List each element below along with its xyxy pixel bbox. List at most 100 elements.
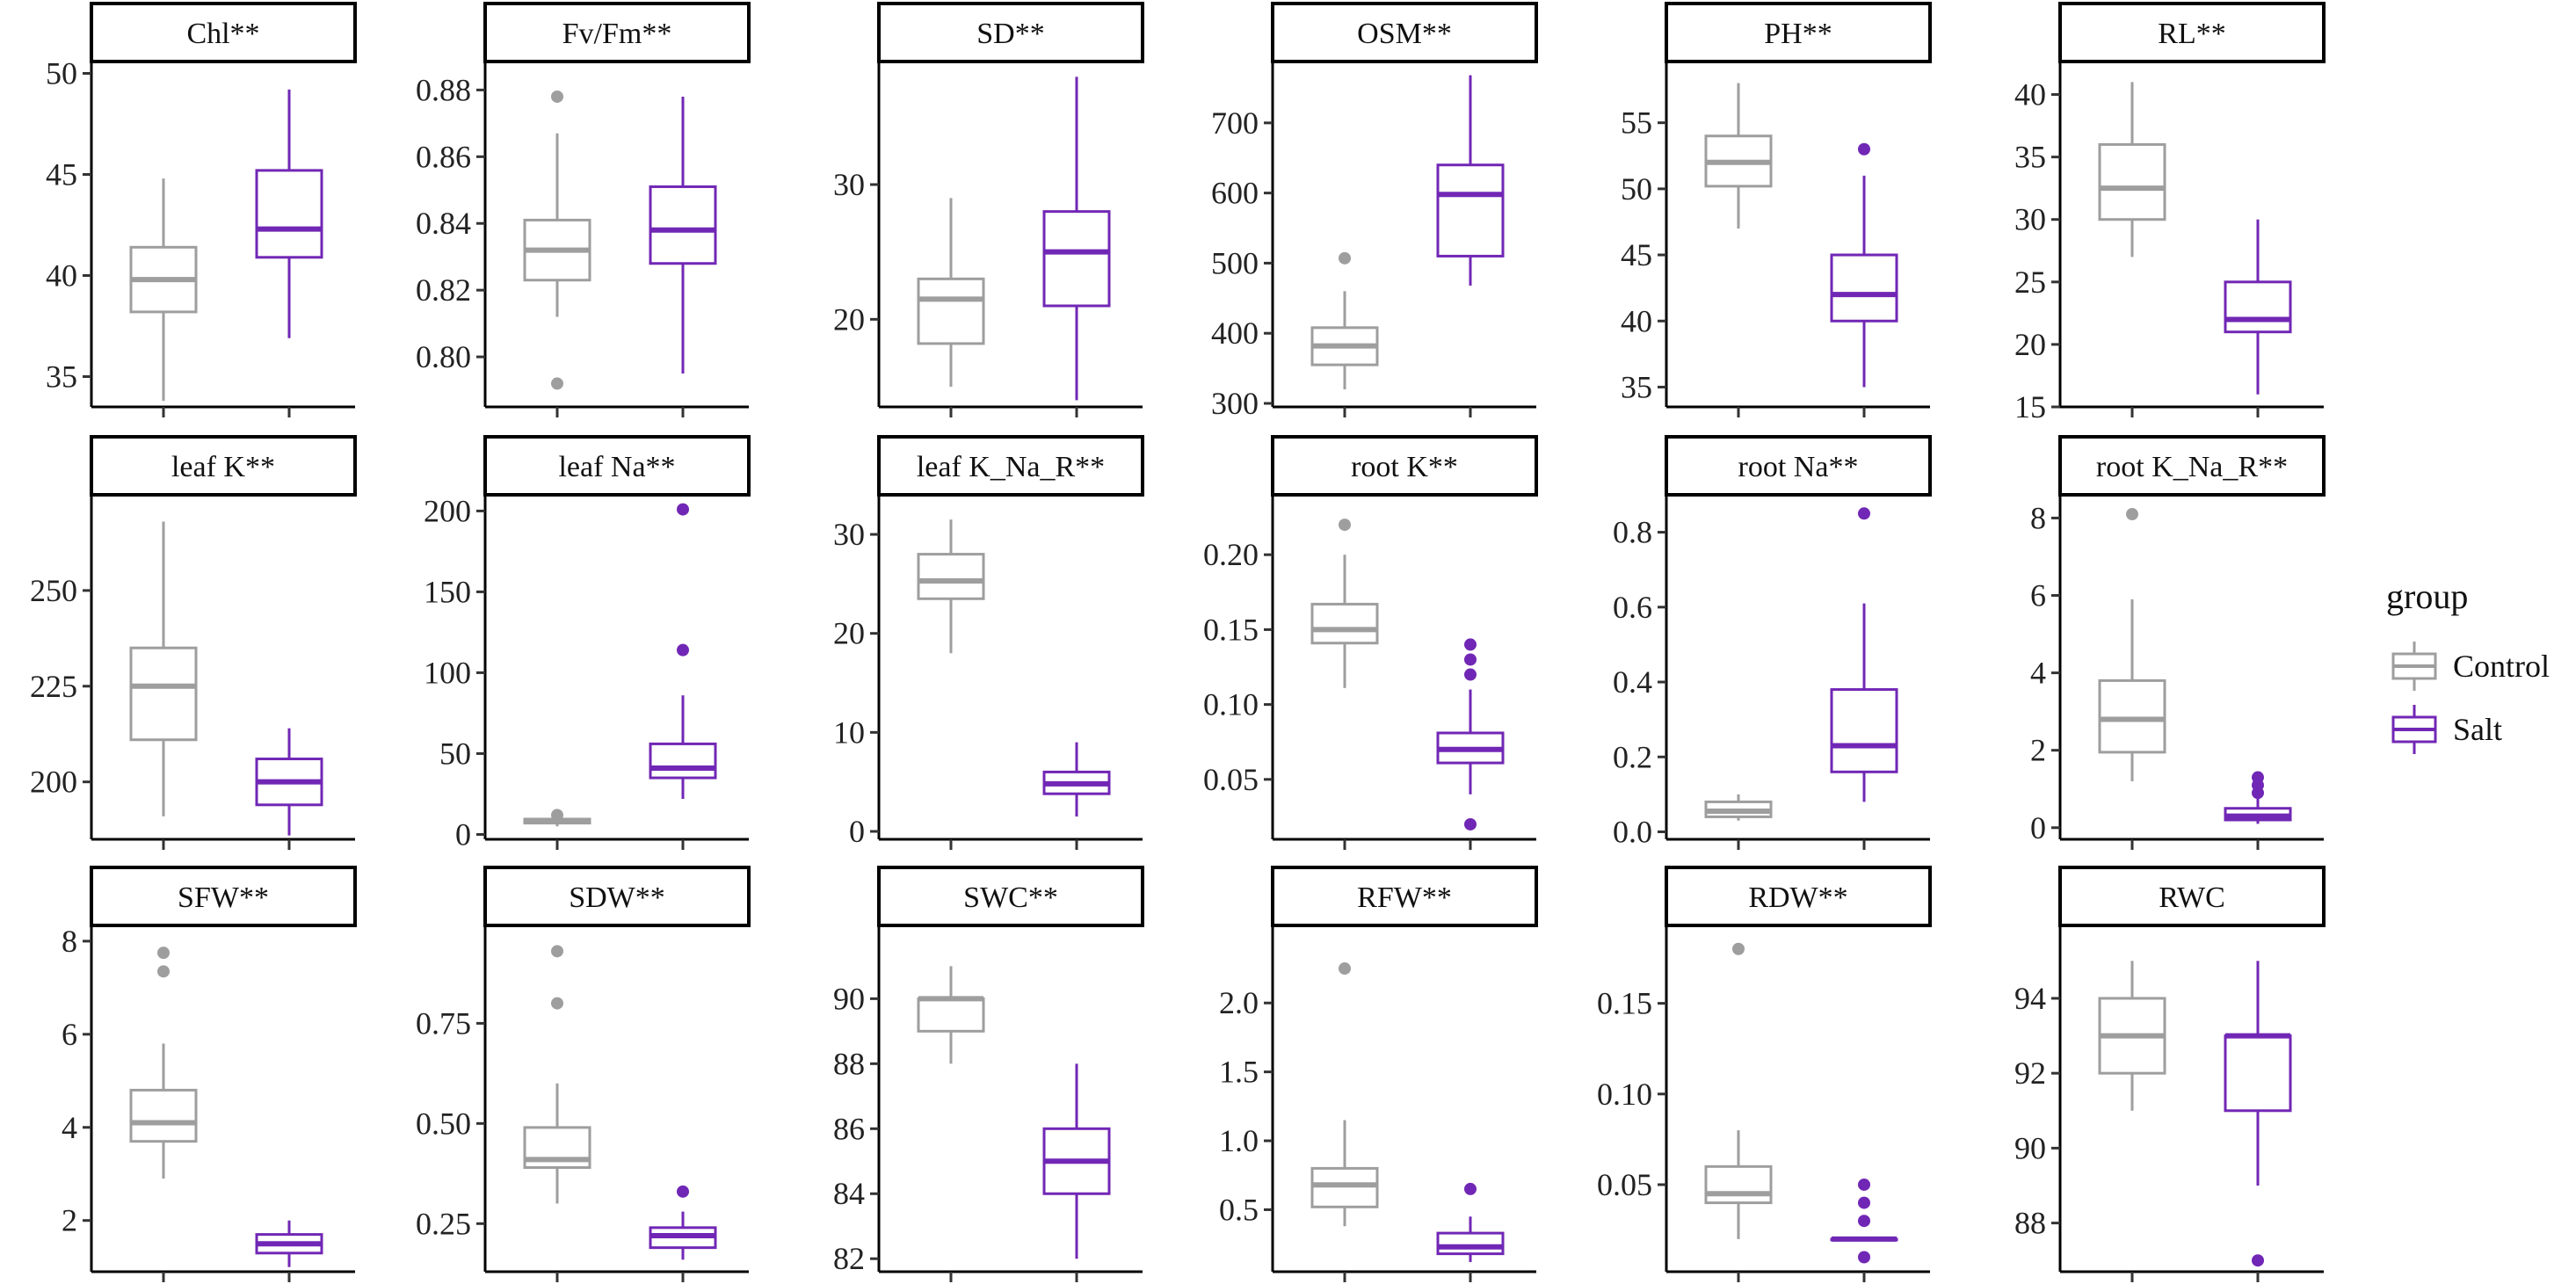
y-tick-label: 200 (424, 493, 471, 528)
y-tick-label: 1.5 (1219, 1055, 1259, 1090)
box-control (1704, 83, 1773, 229)
legend-item-salt: Salt (2386, 698, 2550, 761)
y-tick-label: 2 (62, 1203, 77, 1238)
iqr-box (917, 277, 985, 345)
y-tick-label: 4 (2030, 656, 2046, 691)
y-tick-label: 0.10 (1597, 1077, 1652, 1112)
iqr-box (917, 997, 985, 1033)
facet-title: Fv/Fm** (562, 18, 672, 50)
y-tick-label: 0.05 (1203, 762, 1259, 797)
y-tick-label: 84 (833, 1176, 865, 1211)
outlier-point (1858, 507, 1870, 520)
y-tick-label: 30 (2014, 202, 2046, 237)
iqr-box (649, 185, 717, 265)
y-tick-label: 0 (849, 814, 865, 849)
legend-label-salt: Salt (2453, 712, 2503, 747)
y-tick-label: 15 (2014, 389, 2046, 424)
y-tick-label: 0.2 (1613, 739, 1652, 774)
outlier-point (677, 503, 689, 516)
facet-panel: Chl** 35 40 45 50 (46, 2, 357, 417)
y-tick-label: 0.05 (1597, 1167, 1652, 1202)
y-tick-label: 0.5 (1219, 1192, 1259, 1227)
box-salt (1436, 1182, 1505, 1263)
outlier-point (1858, 1196, 1870, 1209)
y-tick-label: 200 (30, 765, 77, 800)
y-tick-label: 88 (2014, 1206, 2046, 1241)
facet-panel: leaf K** 200 225 250 (30, 435, 357, 850)
facet-strip (2058, 2, 2326, 63)
y-tick-label: 0.82 (416, 272, 471, 308)
box-salt (1436, 638, 1505, 831)
facet-title: RFW** (1357, 881, 1452, 914)
facet-title: leaf K_Na_R** (917, 451, 1105, 483)
y-tick-label: 0.86 (416, 139, 471, 174)
facet-panel: root Na** 0.0 0.2 0.4 0.6 0.8 (1613, 435, 1932, 850)
facet-title: SDW** (569, 881, 665, 914)
facet-strip (483, 435, 751, 497)
y-tick-label: 45 (46, 157, 77, 192)
facet-panel: SWC** 82 84 86 88 90 (833, 866, 1144, 1282)
outlier-point (1464, 668, 1477, 681)
y-tick-label: 250 (30, 573, 77, 608)
box-control (129, 178, 198, 402)
y-tick-label: 0.10 (1203, 687, 1259, 722)
iqr-box (2098, 678, 2166, 754)
y-tick-label: 45 (1621, 237, 1652, 272)
y-tick-label: 35 (1621, 369, 1652, 404)
box-control (1310, 251, 1379, 390)
y-tick-label: 82 (833, 1241, 865, 1276)
y-tick-label: 40 (1621, 303, 1652, 338)
box-salt (1042, 742, 1111, 817)
facet-strip (483, 866, 751, 927)
y-tick-label: 35 (2014, 140, 2046, 175)
y-tick-label: 0.15 (1203, 612, 1259, 647)
facet-strip (2058, 435, 2326, 497)
y-tick-label: 40 (2014, 77, 2046, 112)
iqr-box (1704, 1164, 1773, 1205)
y-tick-label: 100 (424, 655, 471, 690)
outlier-point (2126, 508, 2138, 521)
facet-strip (1665, 2, 1932, 63)
facet-panel: RDW** 0.05 0.10 0.15 (1597, 866, 1932, 1282)
box-control (917, 198, 985, 387)
box-control (523, 809, 591, 827)
facet-title: SFW** (178, 881, 269, 914)
iqr-box (649, 742, 717, 780)
y-tick-label: 50 (439, 736, 471, 771)
iqr-box (129, 1088, 198, 1143)
y-tick-label: 55 (1621, 105, 1652, 141)
outlier-point (551, 997, 563, 1010)
outlier-point (2252, 771, 2264, 784)
box-salt (649, 96, 717, 374)
box-salt (1042, 76, 1111, 401)
y-tick-label: 0 (455, 816, 471, 852)
box-control (1310, 519, 1379, 688)
facet-title: leaf Na** (558, 451, 675, 483)
box-salt (255, 89, 323, 338)
outlier-point (1732, 942, 1745, 955)
facet-panel: RWC 88 90 92 94 (2014, 866, 2326, 1282)
y-tick-label: 0.25 (416, 1206, 471, 1241)
facet-panel: OSM** 300 400 500 600 700 (1211, 2, 1538, 421)
facet-strip (483, 2, 751, 63)
facet-title: RL** (2158, 18, 2225, 50)
iqr-box (1436, 1231, 1505, 1256)
y-tick-label: 92 (2014, 1055, 2046, 1091)
facet-strip (877, 866, 1144, 927)
y-tick-label: 1.0 (1219, 1123, 1259, 1158)
facet-panel: RFW** 0.5 1.0 1.5 2.0 (1219, 866, 1538, 1282)
y-tick-label: 8 (62, 924, 77, 959)
box-control (917, 966, 985, 1064)
outlier-point (551, 377, 563, 390)
facet-title: root Na** (1738, 451, 1859, 483)
y-tick-label: 0.88 (416, 72, 471, 107)
iqr-box (2224, 1034, 2292, 1113)
facet-title: root K_Na_R** (2096, 451, 2288, 483)
facet-title: PH** (1764, 18, 1832, 50)
facet-strip (90, 866, 357, 927)
y-tick-label: 50 (46, 56, 77, 91)
legend-item-control: Control (2386, 635, 2550, 698)
y-tick-label: 50 (1621, 171, 1652, 207)
outlier-point (1858, 1215, 1870, 1228)
y-tick-label: 94 (2014, 981, 2046, 1016)
